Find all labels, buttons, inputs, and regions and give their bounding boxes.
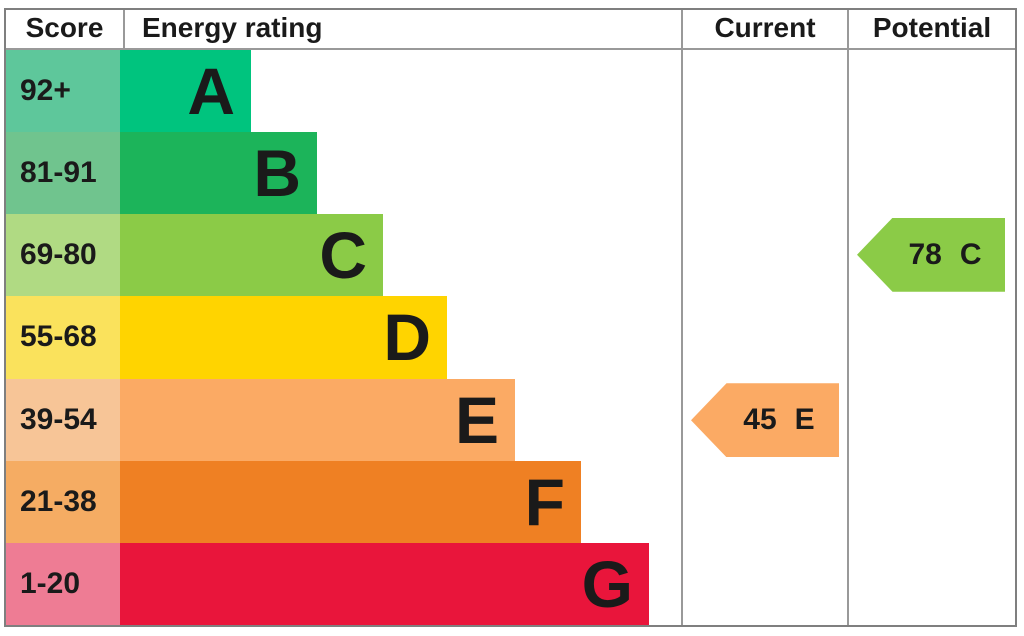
epc-band-row-G: 1-20 G — [6, 542, 1015, 625]
rating-letter: F — [524, 464, 565, 539]
rating-bar-C: C — [120, 214, 383, 297]
score-range: 69-80 — [6, 214, 120, 297]
rating-letter: A — [187, 54, 235, 129]
rating-bands: 92+ A 81-91 B 69-80 C 55-68 D 39-54 E 21-38 F 1-20 G — [6, 50, 1015, 625]
rating-letter: B — [253, 136, 301, 211]
score-range: 39-54 — [6, 378, 120, 461]
current-column-header: Current — [714, 12, 816, 43]
rating-bar-D: D — [120, 296, 447, 379]
energy-rating-column-header: Energy rating — [142, 12, 323, 43]
rating-bar-F: F — [120, 460, 581, 543]
score-column-header: Score — [25, 12, 104, 43]
rating-letter: C — [319, 218, 367, 293]
rating-bar-E: E — [120, 378, 515, 461]
score-range: 81-91 — [6, 132, 120, 215]
score-range: 21-38 — [6, 460, 120, 543]
rating-letter: D — [383, 300, 431, 375]
epc-rating-chart: Score Energy rating Current Potential 92… — [4, 8, 1017, 627]
epc-band-row-A: 92+ A — [6, 50, 1015, 133]
current-score-value: 45 — [743, 403, 777, 437]
score-column-divider — [123, 10, 125, 48]
header-divider-line — [6, 48, 1015, 50]
potential-column-header: Potential — [872, 12, 992, 43]
rating-letter: G — [581, 546, 633, 621]
current-column-divider — [681, 10, 683, 625]
epc-band-row-E: 39-54 E — [6, 378, 1015, 461]
rating-bar-B: B — [120, 132, 317, 215]
score-range: 55-68 — [6, 296, 120, 379]
potential-column-divider — [847, 10, 849, 625]
potential-score-value: 78 — [908, 237, 942, 271]
epc-band-row-D: 55-68 D — [6, 296, 1015, 379]
current-rating-arrow: 45 E — [691, 383, 839, 458]
rating-letter: E — [454, 382, 499, 457]
current-rating-letter: E — [794, 403, 815, 437]
rating-bar-G: G — [120, 542, 649, 625]
score-range: 1-20 — [6, 542, 120, 625]
epc-band-row-B: 81-91 B — [6, 132, 1015, 215]
rating-bar-A: A — [120, 50, 251, 133]
epc-band-row-C: 69-80 C — [6, 214, 1015, 297]
potential-rating-letter: C — [959, 237, 982, 271]
potential-rating-arrow: 78 C — [857, 217, 1005, 292]
score-range: 92+ — [6, 50, 120, 133]
epc-band-row-F: 21-38 F — [6, 460, 1015, 543]
